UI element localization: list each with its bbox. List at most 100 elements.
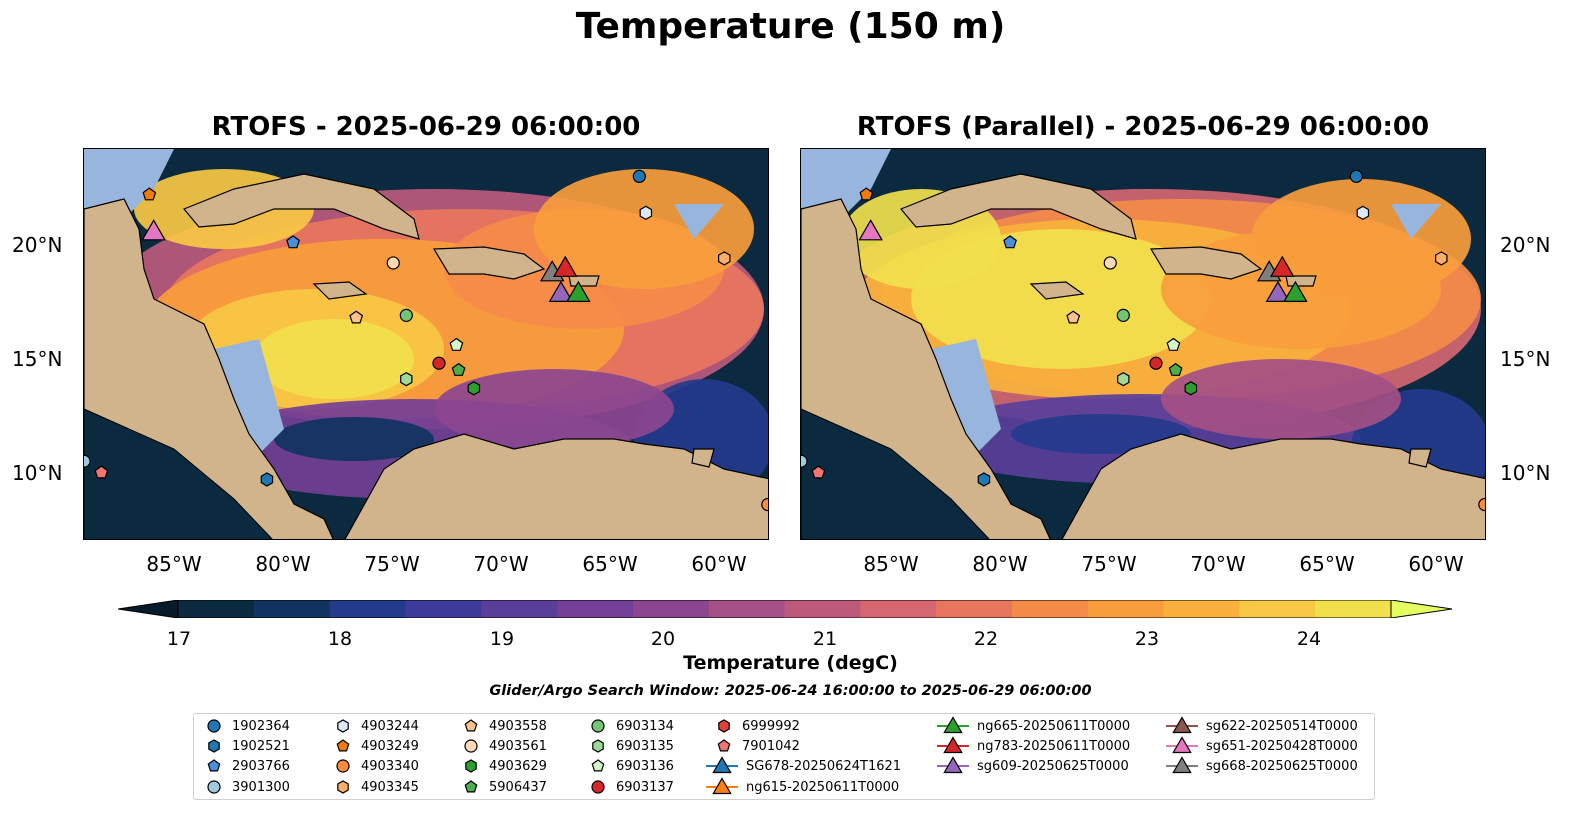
legend-symbol[interactable] [207,759,221,772]
observation-4903340[interactable] [1478,497,1486,512]
legend-symbol[interactable] [336,759,350,773]
legend-label: 4903340 [361,758,419,774]
lat-tick-label: 15°N [12,347,63,371]
observation-sg651-20250428T0000[interactable] [141,219,166,241]
legend-item: 1902364 [204,716,290,736]
observation-4903561[interactable] [1103,256,1117,270]
legend-symbol[interactable] [591,719,605,733]
observation-3901300[interactable] [801,454,808,468]
right-map[interactable] [800,148,1486,540]
observation-ng783-20250611T0000[interactable] [552,255,578,277]
legend-triangle[interactable] [943,736,963,754]
observation-4903629[interactable] [1184,381,1198,396]
colorbar-tick-label: 20 [650,628,676,650]
legend-triangle[interactable] [712,777,732,795]
pacific-ocean [801,408,990,539]
legend-item: ng783-20250611T0000 [937,736,1130,756]
observation-5906437[interactable] [1168,362,1183,376]
observation-1902521[interactable] [260,472,274,487]
legend-triangle[interactable] [943,716,963,734]
left-map[interactable] [83,148,769,540]
observation-ng665-20250611T0000[interactable] [566,280,591,302]
legend-symbol[interactable] [464,719,478,732]
legend-symbol[interactable] [717,739,731,752]
observation-6903135[interactable] [400,372,413,387]
legend-item: 1902521 [204,736,290,756]
legend-triangle[interactable] [1172,736,1192,754]
colorbar-tick-label: 17 [166,628,192,650]
observation-3901300[interactable] [84,454,91,468]
left-map-canvas [84,149,769,539]
observation-2903766[interactable] [286,235,300,249]
observation-2903766[interactable] [1003,235,1017,249]
legend-item: 4903340 [333,756,419,776]
observation-4903244[interactable] [1356,205,1370,220]
observation-sg609-20250625T0000[interactable] [548,280,574,302]
legend-label: sg651-20250428T0000 [1206,738,1358,754]
legend-symbol[interactable] [592,739,604,753]
observation-4903345[interactable] [717,251,731,266]
legend-triangle[interactable] [1172,756,1192,774]
colorbar-bin [405,600,482,618]
legend-symbol[interactable] [336,739,350,752]
legend-label: 4903244 [361,718,419,734]
legend-marker-icon [591,759,605,772]
legend-label: 6903135 [616,738,674,754]
observation-1902521[interactable] [977,472,991,487]
observation-6903136[interactable] [1166,337,1181,351]
observation-6903137[interactable] [432,356,446,370]
observation-sg651-20250428T0000[interactable] [858,219,883,241]
colorbar-bin [632,600,710,618]
observation-4903249[interactable] [142,187,157,201]
legend-triangle[interactable] [1172,716,1192,734]
legend-item: SG678-20250624T1621 [706,756,901,776]
observation-4903249[interactable] [859,187,874,201]
legend-triangle[interactable] [943,756,963,774]
legend-label: 4903629 [489,758,547,774]
observation-ng665-20250611T0000[interactable] [1283,280,1308,302]
legend-symbol[interactable] [718,719,730,733]
observation-7901042[interactable] [94,465,109,479]
observation-1902364[interactable] [1349,169,1363,183]
legend-label: sg668-20250625T0000 [1206,758,1358,774]
legend-symbol[interactable] [207,719,221,733]
observation-6903134[interactable] [1116,308,1130,322]
legend-item: 6903135 [588,736,674,756]
legend-symbol[interactable] [465,759,477,773]
observation-4903558[interactable] [1066,310,1081,324]
legend-symbol[interactable] [207,780,221,794]
legend-symbol[interactable] [591,759,605,772]
legend-symbol[interactable] [464,780,478,793]
observation-4903558[interactable] [349,310,364,324]
legend-symbol[interactable] [464,739,478,753]
observation-6903137[interactable] [1149,356,1163,370]
legend-symbol[interactable] [208,739,220,753]
colorbar-bin [708,600,785,618]
observation-4903629[interactable] [467,381,481,396]
observation-7901042[interactable] [811,465,826,479]
legend-triangle[interactable] [712,756,732,774]
lon-tick-label: 75°W [1081,552,1137,576]
colorbar-bin [860,600,937,618]
temperature-field [104,169,768,499]
observation-6903136[interactable] [449,337,464,351]
observation-1902364[interactable] [632,169,646,183]
observation-4903244[interactable] [639,205,653,220]
observation-6903134[interactable] [399,308,413,322]
observation-5906437[interactable] [451,362,466,376]
legend-symbol[interactable] [337,780,349,794]
observation-ng783-20250611T0000[interactable] [1269,255,1295,277]
legend-marker-icon [207,780,221,794]
observation-6903135[interactable] [1117,372,1130,387]
observation-4903561[interactable] [386,256,400,270]
legend-symbol[interactable] [591,780,605,794]
lon-tick-label: 70°W [1190,552,1246,576]
legend-symbol[interactable] [337,719,349,733]
legend-label: 6903137 [616,779,674,795]
observation-4903345[interactable] [1434,251,1448,266]
legend-marker-icon [337,719,349,733]
observation-4903340[interactable] [761,497,769,512]
legend-marker-icon [717,739,731,752]
observation-sg609-20250625T0000[interactable] [1265,280,1291,302]
lon-tick-label: 85°W [146,552,202,576]
